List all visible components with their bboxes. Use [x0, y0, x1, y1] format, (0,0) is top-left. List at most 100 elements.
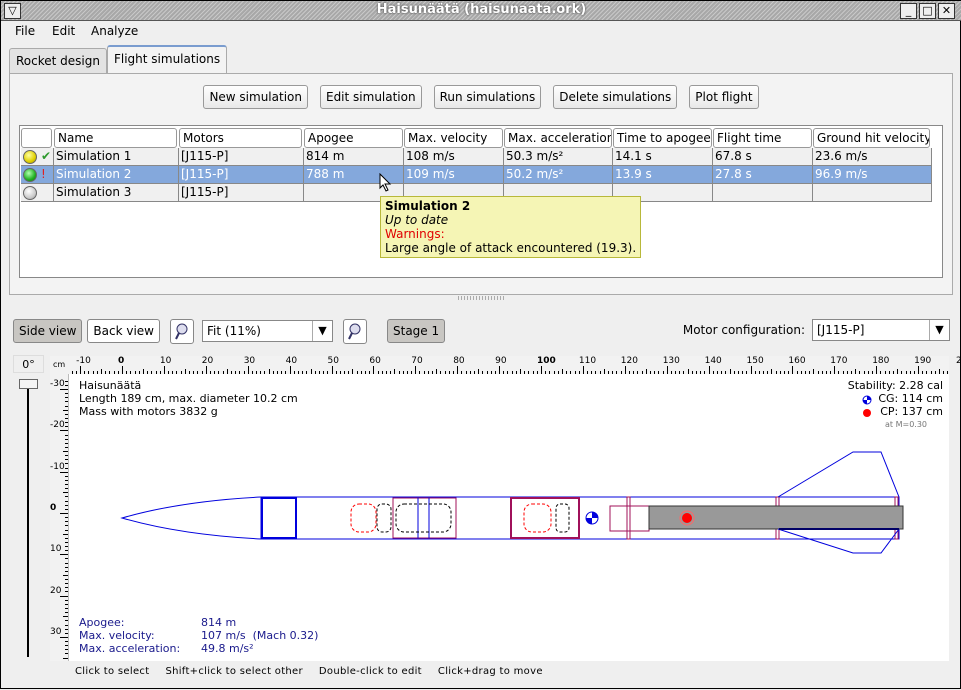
ruler-tick	[65, 653, 68, 655]
simulations-table: Name Motors Apogee Max. velocity Max. accele…	[19, 125, 943, 278]
ruler-tick	[65, 649, 68, 651]
menu-bar: File Edit Analyze	[2, 21, 960, 42]
ruler-tick	[444, 371, 446, 374]
menu-analyze[interactable]: Analyze	[91, 24, 139, 38]
ruler-tick	[314, 371, 316, 374]
maximize-icon[interactable]: □	[919, 3, 936, 19]
table-cell: 814 m	[304, 148, 404, 166]
table-cell: 50.2 m/s²	[504, 166, 613, 184]
ruler-tick	[105, 371, 107, 374]
title-bar[interactable]: ▽ Haisunäätä (haisunaata.ork) _ □ ✕	[1, 1, 961, 21]
ruler-tick	[272, 371, 274, 374]
column-header[interactable]: Max. velocity	[404, 128, 503, 148]
ruler-tick	[310, 369, 312, 374]
ruler-tick	[767, 371, 769, 374]
ruler-tick	[65, 455, 68, 457]
new-simulation-button[interactable]: New simulation	[203, 85, 308, 109]
table-cell: 23.6 m/s	[813, 148, 932, 166]
ruler-tick	[612, 371, 614, 374]
column-header[interactable]	[21, 128, 52, 148]
ruler-tick	[65, 463, 68, 465]
zoom-in-icon[interactable]	[170, 318, 194, 344]
ruler-tick	[117, 371, 119, 374]
edit-simulation-button[interactable]: Edit simulation	[319, 85, 422, 109]
column-header[interactable]: Flight time	[713, 128, 812, 148]
rocket-name: Haisunäätä	[79, 379, 142, 392]
ruler-tick	[423, 371, 425, 374]
ruler-tick	[289, 366, 291, 374]
column-header[interactable]: Ground hit velocity	[813, 128, 930, 148]
stage-1-button[interactable]: Stage 1	[387, 319, 446, 343]
run-simulations-button[interactable]: Run simulations	[433, 85, 542, 109]
ruler-tick	[96, 371, 98, 374]
back-view-button[interactable]: Back view	[87, 319, 160, 343]
max-acceleration-label: Max. acceleration:	[79, 642, 181, 655]
ruler-label: 30	[243, 356, 256, 366]
ruler-tick	[151, 371, 153, 374]
ruler-tick	[624, 366, 626, 374]
ruler-tick	[419, 371, 421, 374]
table-row[interactable]: ✔ Simulation 1 [J115-P] 814 m 108 m/s 50.3 m/…	[21, 148, 932, 166]
ruler-tick	[867, 371, 869, 374]
ruler-tick	[486, 371, 488, 374]
ruler-tick	[415, 366, 417, 374]
menu-file[interactable]: File	[15, 24, 36, 38]
side-view-button[interactable]: Side view	[13, 319, 83, 343]
ruler-tick	[381, 371, 383, 374]
zoom-select[interactable]: Fit (11%) ▼	[202, 320, 333, 342]
plot-flight-button[interactable]: Plot flight	[689, 85, 759, 109]
ruler-tick	[834, 366, 836, 374]
tab-flight-simulations[interactable]: Flight simulations	[106, 45, 228, 74]
rotation-slider-handle[interactable]	[19, 379, 38, 389]
ruler-tick	[264, 371, 266, 374]
table-cell	[304, 184, 404, 202]
ruler-tick	[716, 371, 718, 374]
column-header[interactable]: Max. acceleration	[504, 128, 612, 148]
zoom-out-icon[interactable]	[343, 318, 367, 344]
table-cell: 108 m/s	[404, 148, 504, 166]
motor-configuration-select[interactable]: [J115-P] ▼	[812, 319, 950, 341]
ruler-tick	[599, 371, 601, 374]
ruler-tick	[84, 371, 86, 374]
ruler-tick	[679, 371, 681, 374]
column-header[interactable]: Apogee	[304, 128, 403, 148]
ruler-tick	[817, 371, 819, 374]
ruler-tick	[63, 657, 68, 659]
ruler-tick	[813, 369, 815, 374]
ruler-tick	[758, 371, 760, 374]
ruler-tick	[721, 371, 723, 374]
ruler-tick	[209, 371, 211, 374]
ruler-tick	[63, 409, 68, 411]
column-header[interactable]: Name	[54, 128, 177, 148]
delete-simulations-button[interactable]: Delete simulations	[553, 85, 678, 109]
ruler-tick	[65, 446, 68, 448]
table-row[interactable]: ! Simulation 2 [J115-P] 788 m 109 m/s 50.2 m/…	[21, 166, 932, 184]
ruler-tick	[306, 371, 308, 374]
column-header[interactable]: Time to apogee	[613, 128, 712, 148]
minimize-icon[interactable]: _	[900, 3, 917, 19]
close-icon[interactable]: ✕	[938, 3, 955, 19]
ruler-label: 180	[872, 356, 890, 366]
ruler-tick	[176, 371, 178, 374]
ruler-label: 0	[50, 503, 57, 513]
menu-edit[interactable]: Edit	[52, 24, 76, 38]
ruler-tick	[130, 371, 132, 374]
rocket-figure-canvas[interactable]: Haisunäätä Length 189 cm, max. diameter …	[68, 374, 949, 661]
table-cell: 13.9 s	[613, 166, 713, 184]
split-pane-divider[interactable]	[458, 296, 504, 300]
ruler-tick	[918, 366, 920, 374]
ruler-tick	[138, 371, 140, 374]
ruler-tick	[591, 371, 593, 374]
ruler-tick	[331, 366, 333, 374]
ruler-label: 10	[50, 544, 62, 555]
tab-rocket-design[interactable]: Rocket design	[9, 48, 107, 74]
ruler-tick	[230, 371, 232, 374]
column-header[interactable]: Motors	[179, 128, 302, 148]
rotation-slider-track[interactable]	[27, 385, 29, 657]
ruler-tick	[901, 371, 903, 374]
tab-bar: Rocket design Flight simulations	[9, 45, 228, 74]
ruler-tick	[373, 366, 375, 374]
ruler-tick	[737, 371, 739, 374]
window-menu-icon[interactable]: ▽	[4, 3, 21, 19]
ruler-tick	[63, 533, 68, 535]
